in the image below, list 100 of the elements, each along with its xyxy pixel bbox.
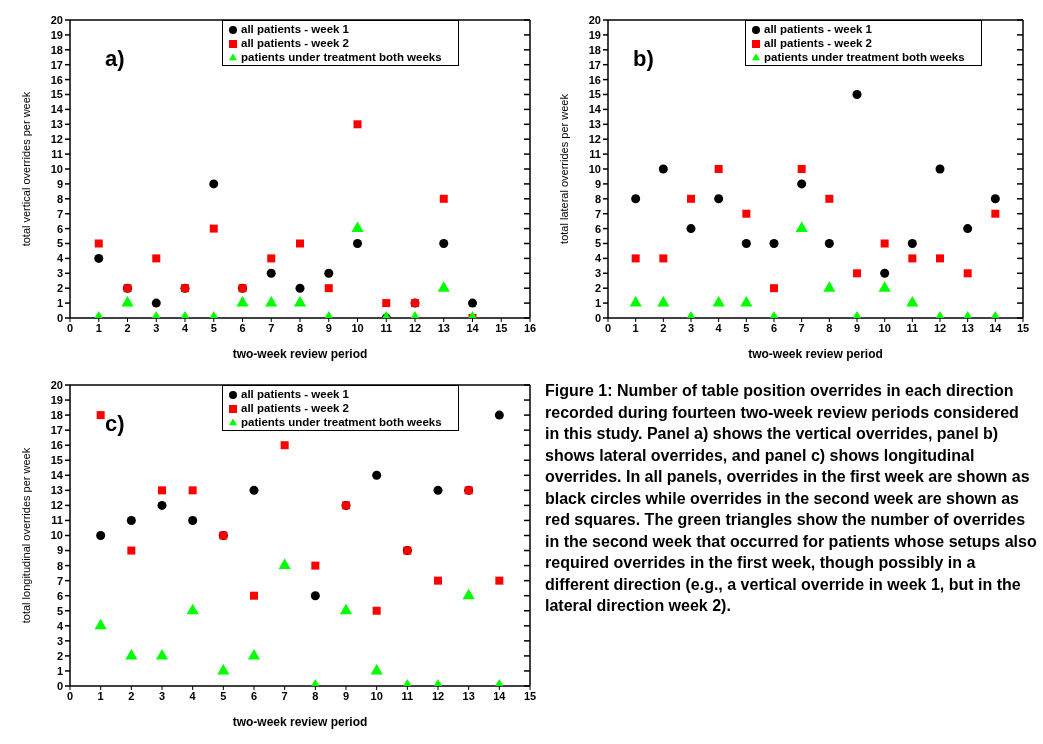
x-tick-label: 7	[281, 689, 288, 702]
y-tick-label: 14	[50, 103, 64, 116]
y-tick-label: 14	[588, 103, 602, 116]
point	[266, 268, 276, 278]
legend-label: all patients - week 2	[764, 37, 873, 49]
point	[155, 648, 169, 660]
y-tick-label: 6	[56, 589, 63, 602]
y-tick-label: 16	[588, 73, 601, 86]
y-tick-label: 5	[56, 237, 63, 250]
point	[311, 561, 320, 570]
y-axis-title: total vertical overrides per week	[19, 91, 32, 247]
text: b)	[633, 46, 654, 72]
y-axis-title: total longitudinal overrides per week	[19, 447, 32, 624]
x-axis-title: two-week review period	[232, 715, 368, 729]
point	[852, 89, 862, 100]
y-tick-label: 5	[56, 604, 63, 617]
point	[324, 268, 334, 278]
y-tick-label: 3	[56, 267, 63, 280]
x-tick-label: 11	[380, 321, 393, 334]
x-tick-label: 6	[239, 321, 246, 334]
y-axis-title: total lateral overrides per week	[557, 93, 570, 244]
point	[742, 209, 751, 218]
x-tick-label: 12	[431, 689, 445, 702]
y-tick-label: 17	[50, 424, 63, 437]
x-tick-label: 15	[495, 321, 508, 334]
y-tick-label: 4	[594, 252, 602, 265]
point	[370, 663, 383, 675]
y-tick-label: 18	[588, 43, 601, 56]
y-tick-label: 1	[56, 664, 63, 677]
y-tick-label: 13	[588, 118, 601, 131]
point	[797, 165, 806, 173]
point	[880, 239, 889, 248]
legend-label: all patients - week 1	[764, 23, 873, 35]
point	[372, 606, 381, 615]
y-tick-label: 13	[50, 484, 63, 497]
point	[293, 296, 307, 307]
y-tick-label: 6	[56, 222, 63, 235]
legend-label: patients under treatment both weeks	[241, 51, 442, 63]
x-tick-label: 6	[770, 321, 778, 334]
point	[278, 558, 291, 570]
y-tick-label: 9	[594, 177, 601, 190]
y-tick-label: 12	[50, 499, 63, 512]
y-tick-label: 1	[56, 297, 63, 310]
y-tick-label: 8	[56, 559, 63, 572]
x-axis-title: two-week review period	[232, 347, 368, 361]
point	[127, 546, 136, 555]
y-tick-label: 18	[50, 43, 63, 56]
x-tick-label: 13	[961, 321, 974, 334]
point	[853, 269, 861, 278]
y-tick-label: 15	[50, 88, 63, 101]
point	[467, 298, 478, 308]
x-tick-label: 13	[437, 321, 450, 334]
point	[339, 603, 353, 615]
x-tick-label: 16	[523, 321, 537, 334]
y-tick-label: 2	[594, 282, 601, 295]
x-tick-label: 10	[370, 689, 383, 702]
x-tick-label: 0	[66, 689, 74, 702]
y-tick-label: 8	[56, 192, 63, 205]
y-tick-label: 11	[589, 148, 601, 161]
y-tick-label: 0	[594, 311, 601, 324]
point	[247, 648, 261, 660]
x-tick-label: 12	[408, 321, 422, 334]
point	[686, 224, 696, 234]
y-tick-label: 12	[50, 133, 63, 146]
legend-label: all patients - week 2	[241, 402, 350, 414]
y-tick-label: 20	[50, 13, 63, 26]
x-tick-label: 10	[878, 321, 891, 334]
y-tick-label: 20	[50, 378, 63, 391]
point	[249, 485, 259, 495]
x-tick-label: 7	[268, 321, 275, 334]
point	[186, 603, 199, 615]
point	[126, 515, 136, 525]
point	[963, 269, 972, 278]
x-tick-label: 9	[325, 321, 332, 334]
point	[125, 648, 138, 660]
y-tick-label: 10	[588, 162, 601, 175]
point	[94, 618, 107, 630]
y-tick-label: 2	[56, 282, 63, 295]
point	[495, 576, 504, 585]
x-tick-label: 11	[906, 321, 919, 334]
x-tick-label: 12	[933, 321, 947, 334]
legend-label: patients under treatment both weeks	[764, 51, 965, 63]
x-tick-label: 9	[853, 321, 861, 334]
text: c)	[105, 411, 125, 437]
y-tick-label: 20	[588, 13, 601, 26]
point	[439, 238, 449, 249]
y-tick-label: 10	[50, 529, 63, 542]
point	[712, 296, 725, 307]
point	[936, 254, 944, 263]
x-tick-label: 2	[124, 321, 131, 334]
point	[631, 254, 640, 263]
point	[437, 281, 450, 292]
x-tick-label: 5	[210, 321, 217, 334]
point	[96, 411, 105, 420]
point	[906, 296, 919, 307]
point	[310, 591, 320, 601]
point	[657, 296, 670, 307]
point	[824, 238, 834, 249]
x-tick-label: 3	[158, 689, 166, 702]
x-tick-label: 10	[351, 321, 364, 334]
